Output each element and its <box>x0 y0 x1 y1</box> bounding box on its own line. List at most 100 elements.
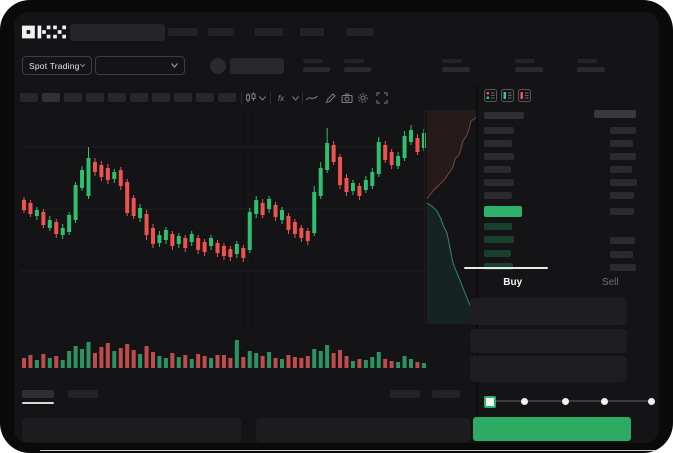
price-input-placeholder[interactable] <box>470 298 627 325</box>
bottom-tab-placeholder[interactable] <box>68 390 98 398</box>
ask-amount-placeholder[interactable] <box>610 153 636 160</box>
bottom-action-placeholder[interactable] <box>432 390 460 398</box>
nav-item-placeholder[interactable] <box>168 28 198 36</box>
bid-price-placeholder[interactable] <box>484 263 513 270</box>
search-bar-placeholder[interactable] <box>70 24 165 41</box>
ask-amount-placeholder[interactable] <box>610 166 632 173</box>
bottom-tab-active-placeholder[interactable] <box>22 390 54 398</box>
trade-tab-indicator <box>464 267 548 269</box>
bid-price-placeholder[interactable] <box>484 250 511 257</box>
bid-amount-placeholder[interactable] <box>610 237 635 244</box>
nav-item-placeholder[interactable] <box>255 28 283 36</box>
buy-button[interactable] <box>473 417 631 441</box>
candlestick-chart[interactable] <box>20 108 428 330</box>
history-table-placeholder <box>256 418 470 442</box>
depth-chart[interactable] <box>424 110 478 324</box>
ask-price-placeholder[interactable] <box>484 127 514 134</box>
timeframe-placeholder[interactable] <box>20 93 38 102</box>
amount-input-placeholder[interactable] <box>470 329 627 353</box>
slider-stop[interactable] <box>521 397 528 405</box>
chevron-down-icon <box>171 63 178 68</box>
ask-price-placeholder[interactable] <box>484 192 512 199</box>
bid-amount-placeholder[interactable] <box>610 251 633 258</box>
timeframe-placeholder[interactable] <box>130 93 148 102</box>
chevron-down-icon[interactable] <box>259 96 266 101</box>
stat-value-placeholder <box>577 67 605 72</box>
slider-stop[interactable] <box>601 397 608 405</box>
ask-amount-placeholder[interactable] <box>610 179 637 186</box>
line-tool-icon[interactable] <box>306 93 318 103</box>
timeframe-placeholder[interactable] <box>108 93 126 102</box>
chevron-down-icon <box>79 63 85 68</box>
stat-label-placeholder <box>515 59 535 63</box>
indicators-icon[interactable]: fx <box>277 93 285 103</box>
stat-value-placeholder <box>344 67 371 72</box>
ask-amount-placeholder[interactable] <box>610 127 636 134</box>
book-combined-icon[interactable] <box>484 89 497 102</box>
market-type-label: Spot Trading <box>29 60 80 71</box>
candle-type-icon[interactable] <box>245 92 257 104</box>
stat-label-placeholder <box>303 59 323 63</box>
chevron-down-icon[interactable] <box>292 96 299 101</box>
app-screen: Spot Trading <box>14 12 659 443</box>
timeframe-placeholder[interactable] <box>64 93 82 102</box>
tab-buy[interactable]: Buy <box>503 276 523 288</box>
slider-stop[interactable] <box>562 397 569 405</box>
nav-item-placeholder[interactable] <box>300 28 324 36</box>
bottom-action-placeholder[interactable] <box>390 390 420 398</box>
book-bids-icon[interactable] <box>501 89 514 102</box>
ask-amount-placeholder[interactable] <box>610 192 634 199</box>
trade-tabs: Buy Sell <box>464 268 659 296</box>
ask-price-placeholder[interactable] <box>484 166 511 173</box>
total-input-placeholder[interactable] <box>470 356 627 382</box>
nav-item-placeholder[interactable] <box>346 28 374 36</box>
bid-amount-placeholder[interactable] <box>610 264 636 271</box>
timeframe-placeholder[interactable] <box>218 93 236 102</box>
bid-price-placeholder[interactable] <box>484 236 514 243</box>
settings-gear-icon[interactable] <box>357 92 369 104</box>
slider-stop[interactable] <box>648 397 655 405</box>
stat-value-placeholder <box>303 67 330 72</box>
orderbook-price-header-placeholder <box>484 112 524 119</box>
ask-price-placeholder[interactable] <box>484 153 514 160</box>
nav-item-placeholder[interactable] <box>208 28 234 36</box>
stat-label-placeholder <box>344 59 364 63</box>
timeframe-placeholder[interactable] <box>174 93 192 102</box>
draw-tool-icon[interactable] <box>325 92 337 104</box>
timeframe-placeholder[interactable] <box>196 93 214 102</box>
amount-slider[interactable] <box>476 395 655 408</box>
fullscreen-icon[interactable] <box>376 92 388 104</box>
book-asks-icon[interactable] <box>518 89 531 102</box>
stat-value-placeholder <box>515 67 543 72</box>
orders-table-placeholder <box>22 418 241 442</box>
toolbar-divider <box>270 92 271 104</box>
market-type-selector[interactable]: Spot Trading <box>22 56 92 75</box>
stat-value-placeholder <box>442 67 470 72</box>
ask-amount-placeholder[interactable] <box>610 140 633 147</box>
toolbar-divider <box>302 92 303 104</box>
bid-price-placeholder[interactable] <box>484 223 512 230</box>
last-amount-placeholder[interactable] <box>610 208 634 215</box>
camera-icon[interactable] <box>341 92 353 104</box>
timeframe-placeholder[interactable] <box>42 93 60 102</box>
okx-logo[interactable] <box>22 24 66 40</box>
volume-chart <box>20 338 428 368</box>
ask-price-placeholder[interactable] <box>484 140 512 147</box>
toolbar-divider <box>241 92 242 104</box>
pair-selector[interactable] <box>95 56 185 75</box>
ask-price-placeholder[interactable] <box>484 179 514 186</box>
tab-sell[interactable]: Sell <box>601 276 619 288</box>
timeframe-placeholder[interactable] <box>152 93 170 102</box>
coin-avatar <box>210 58 226 74</box>
panel-divider <box>476 86 478 443</box>
stat-label-placeholder <box>577 59 597 63</box>
orderbook-amount-header-placeholder <box>594 110 636 118</box>
timeframe-placeholder[interactable] <box>86 93 104 102</box>
orderbook-rows[interactable] <box>14 12 659 443</box>
slider-handle[interactable] <box>484 396 496 408</box>
bottom-tab-active-indicator <box>22 402 54 404</box>
stat-label-placeholder <box>442 59 462 63</box>
orderbook-last-price[interactable] <box>484 206 522 217</box>
